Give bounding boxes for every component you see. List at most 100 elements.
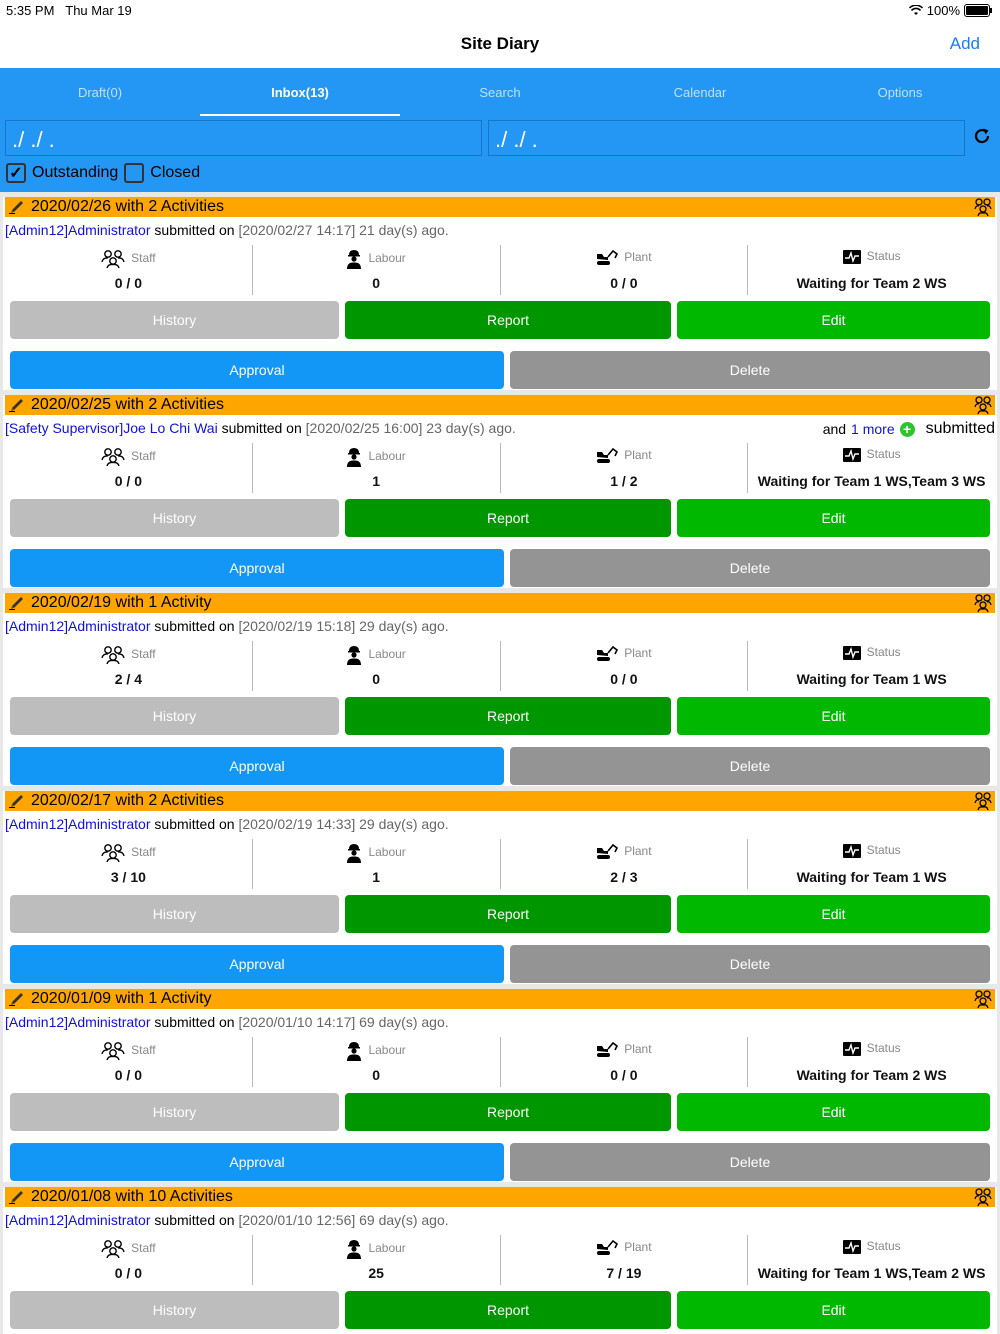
report-button[interactable]: Report	[345, 895, 671, 933]
edit-button[interactable]: Edit	[677, 1291, 990, 1329]
card-header[interactable]: 2020/01/08 with 10 Activities	[5, 1187, 995, 1207]
approval-button[interactable]: Approval	[10, 945, 504, 983]
report-button[interactable]: Report	[345, 1291, 671, 1329]
tab-search[interactable]: Search	[479, 85, 521, 100]
tab-calendar[interactable]: Calendar	[673, 85, 727, 100]
plant-stat: Plant 7 / 19	[499, 1235, 748, 1285]
report-button[interactable]: Report	[345, 697, 671, 735]
history-button[interactable]: History	[10, 697, 339, 735]
tab-inbox[interactable]: Inbox(13)	[200, 68, 400, 116]
delete-button[interactable]: Delete	[510, 351, 990, 389]
excavator-icon	[597, 249, 619, 265]
activity-icon	[842, 447, 861, 462]
pencil-icon	[9, 597, 23, 610]
card-header[interactable]: 2020/02/26 with 2 Activities	[5, 197, 995, 217]
history-button[interactable]: History	[10, 1291, 339, 1329]
card-header[interactable]: 2020/01/09 with 1 Activity	[5, 989, 995, 1009]
history-button[interactable]: History	[10, 1093, 339, 1131]
date-to-field[interactable]: ./ ./ .	[488, 120, 965, 156]
delete-button[interactable]: Delete	[510, 1143, 990, 1181]
more-link[interactable]: 1 more	[851, 421, 895, 437]
date-from-field[interactable]: ./ ./ .	[5, 120, 482, 156]
card-header[interactable]: 2020/02/25 with 2 Activities	[5, 395, 995, 415]
battery-icon	[964, 4, 992, 17]
submitter-link[interactable]: [Admin12]Administrator	[5, 222, 151, 238]
labour-label: Labour	[368, 1043, 406, 1058]
staff-icon	[101, 448, 125, 467]
approval-button[interactable]: Approval	[10, 1143, 504, 1181]
group-icon[interactable]	[973, 791, 993, 811]
card-header[interactable]: 2020/02/17 with 2 Activities	[5, 791, 995, 811]
report-button[interactable]: Report	[345, 1093, 671, 1131]
approval-button[interactable]: Approval	[10, 549, 504, 587]
history-button[interactable]: History	[10, 301, 339, 339]
delete-button[interactable]: Delete	[510, 747, 990, 785]
closed-checkbox[interactable]	[124, 163, 145, 183]
plus-icon[interactable]: +	[899, 421, 915, 437]
status-stat: Status Waiting for Team 2 WS	[747, 245, 995, 295]
submitter-link[interactable]: [Admin12]Administrator	[5, 816, 151, 832]
submitter-link[interactable]: [Admin12]Administrator	[5, 1212, 151, 1228]
status-filter: ✓ Outstanding Closed	[6, 163, 200, 183]
status-label: Status	[866, 645, 901, 659]
excavator-icon	[597, 1239, 619, 1255]
group-icon[interactable]	[973, 197, 993, 217]
plant-label: Plant	[624, 448, 652, 463]
outstanding-label: Outstanding	[32, 164, 119, 181]
submitter-link[interactable]: [Admin12]Administrator	[5, 1014, 151, 1030]
add-button[interactable]: Add	[949, 34, 980, 53]
tab-options[interactable]: Options	[877, 85, 923, 100]
submission-info: [Admin12]Administrator submitted on [202…	[5, 1212, 449, 1228]
report-button[interactable]: Report	[345, 301, 671, 339]
group-icon[interactable]	[973, 593, 993, 613]
staff-value: 3 / 10	[110, 869, 146, 885]
diary-card: 2020/02/25 with 2 Activities [Safety Sup…	[3, 395, 997, 588]
history-button[interactable]: History	[10, 499, 339, 537]
delete-button[interactable]: Delete	[510, 549, 990, 587]
card-title: 2020/02/17 with 2 Activities	[31, 792, 225, 809]
status-label: Status	[866, 843, 901, 857]
delete-button[interactable]: Delete	[510, 945, 990, 983]
labour-value: 0	[372, 1067, 381, 1083]
card-title: 2020/02/19 with 1 Activity	[31, 594, 212, 611]
diary-card: 2020/02/19 with 1 Activity [Admin12]Admi…	[3, 593, 997, 786]
approval-button[interactable]: Approval	[10, 747, 504, 785]
edit-button[interactable]: Edit	[677, 301, 990, 339]
activity-icon	[842, 843, 861, 858]
submitter-link[interactable]: [Admin12]Administrator	[5, 618, 151, 634]
edit-button[interactable]: Edit	[677, 697, 990, 735]
staff-stat: Staff 0 / 0	[5, 245, 252, 295]
tab-bar: Draft(0) Inbox(13) Search Calendar Optio…	[0, 68, 1000, 116]
submitter-link[interactable]: [Safety Supervisor]Joe Lo Chi Wai	[5, 420, 218, 436]
worker-icon	[347, 646, 362, 665]
report-button[interactable]: Report	[345, 499, 671, 537]
edit-button[interactable]: Edit	[677, 1093, 990, 1131]
plant-label: Plant	[624, 1042, 652, 1057]
group-icon[interactable]	[973, 395, 993, 415]
action-row-2: Approval Delete	[10, 1143, 990, 1181]
tab-draft[interactable]: Draft(0)	[77, 85, 123, 100]
card-header[interactable]: 2020/02/19 with 1 Activity	[5, 593, 995, 613]
edit-button[interactable]: Edit	[677, 895, 990, 933]
submitted-label: submitted	[925, 420, 995, 437]
action-row-1: History Report Edit	[10, 499, 990, 537]
group-icon[interactable]	[973, 989, 993, 1009]
labour-value: 0	[372, 671, 381, 687]
submission-time: [2020/02/19 14:33] 29 day(s) ago.	[238, 816, 449, 832]
worker-icon	[347, 844, 362, 863]
outstanding-checkbox[interactable]: ✓	[6, 163, 26, 183]
labour-stat: Labour 0	[251, 245, 500, 295]
submission-info: [Admin12]Administrator submitted on [202…	[5, 1014, 449, 1030]
approval-button[interactable]: Approval	[10, 351, 504, 389]
staff-label: Staff	[131, 1043, 156, 1058]
action-row-1: History Report Edit	[10, 1291, 990, 1329]
card-title: 2020/01/09 with 1 Activity	[31, 990, 212, 1007]
worker-icon	[347, 1042, 362, 1061]
refresh-icon[interactable]	[972, 126, 992, 146]
staff-value: 2 / 4	[114, 671, 142, 687]
staff-value: 0 / 0	[114, 473, 142, 489]
edit-button[interactable]: Edit	[677, 499, 990, 537]
group-icon[interactable]	[973, 1187, 993, 1207]
history-button[interactable]: History	[10, 895, 339, 933]
stats-row: Staff 3 / 10 Labour 1 Plant 2 / 3 Status…	[5, 839, 995, 889]
